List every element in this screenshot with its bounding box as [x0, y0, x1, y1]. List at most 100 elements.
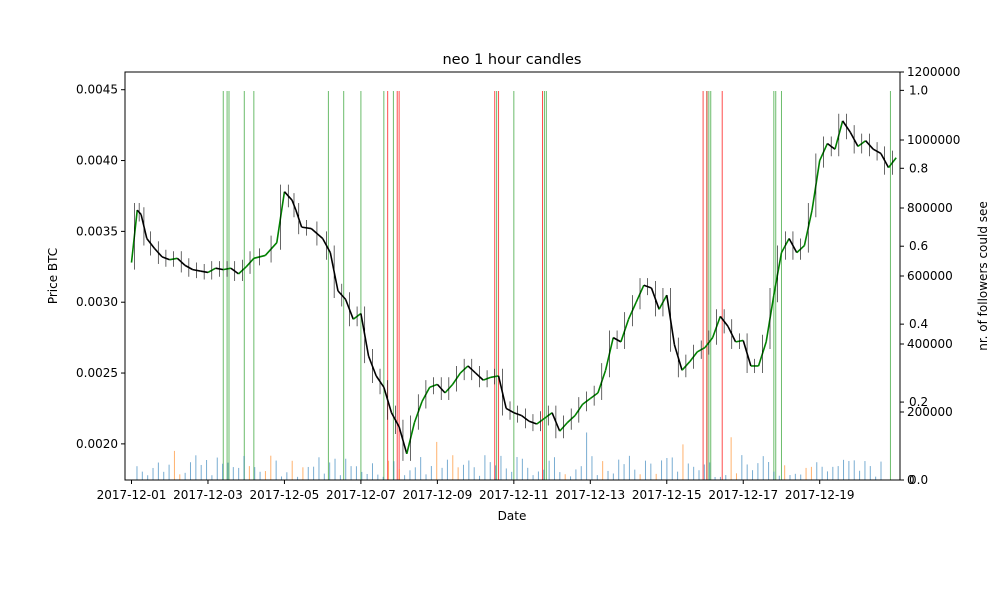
- volume-bar: [462, 464, 464, 480]
- volume-bar: [350, 466, 352, 480]
- volume-bar: [446, 459, 448, 480]
- volume-bar: [184, 472, 186, 480]
- volume-bar: [543, 469, 545, 480]
- y-tick-label: 0.0025: [76, 366, 118, 380]
- volume-bar: [570, 476, 572, 480]
- volume-bar: [152, 467, 154, 480]
- volume-bar: [612, 473, 614, 480]
- x-axis-label: Date: [498, 509, 527, 523]
- volume-bar: [607, 470, 609, 480]
- volume-bar: [875, 476, 877, 480]
- y-tick-label: 0.0030: [76, 295, 118, 309]
- volume-bar: [420, 457, 422, 480]
- volume-bar: [195, 455, 197, 480]
- volume-bar: [388, 460, 390, 480]
- volume-bar: [778, 475, 780, 480]
- y-axis-ticks: 0.0020 0.0025 0.0030 0.0035 0.0040 0.0045: [76, 83, 125, 451]
- volume-bar: [254, 467, 256, 480]
- volume-bar: [200, 464, 202, 480]
- volume-bar: [832, 466, 834, 480]
- volume-bar: [259, 471, 261, 480]
- volume-bar: [553, 457, 555, 480]
- volume-bar: [452, 455, 454, 480]
- volume-bar: [773, 471, 775, 480]
- volume-bar: [168, 464, 170, 480]
- volume-bar: [409, 470, 411, 480]
- x-tick-label: 2017-12-07: [326, 488, 396, 502]
- x-tick-label: 2017-12-19: [785, 488, 855, 502]
- volume-bar: [869, 466, 871, 480]
- x-tick-label: 2017-12-03: [173, 488, 243, 502]
- y2-tick-label: 1200000: [907, 65, 960, 79]
- volume-bar: [516, 457, 518, 480]
- volume-bar: [398, 469, 400, 480]
- y3-tick-label: 1.0: [909, 83, 928, 97]
- volume-bar: [794, 473, 796, 480]
- volume-bar: [634, 469, 636, 480]
- volume-bar: [837, 466, 839, 480]
- volume-bar: [302, 467, 304, 480]
- x-tick-label: 2017-12-11: [479, 488, 549, 502]
- volume-bar: [355, 466, 357, 480]
- y2-tick-label: 400000: [907, 337, 953, 351]
- y-tick-label: 0.0020: [76, 437, 118, 451]
- y2-axis-ticks: 0 200000 400000 600000 800000 1000000 1200000 0…: [900, 65, 960, 487]
- x-tick-label: 2017-12-05: [250, 488, 320, 502]
- volume-bar: [725, 475, 727, 480]
- volume-bar: [880, 461, 882, 480]
- volume-bar: [816, 462, 818, 480]
- volume-bar: [511, 471, 513, 480]
- volume-bar: [719, 476, 721, 480]
- volume-bar: [661, 460, 663, 480]
- volume-bar: [859, 470, 861, 480]
- volume-bar: [436, 441, 438, 480]
- volume-bar: [473, 467, 475, 480]
- volume-bar: [366, 473, 368, 480]
- volume-bar: [275, 460, 277, 480]
- volume-bar: [693, 466, 695, 480]
- volume-bar: [671, 457, 673, 480]
- y2-tick-label: 600000: [907, 269, 953, 283]
- volume-bar: [393, 461, 395, 480]
- volume-bar: [414, 467, 416, 480]
- volume-bar: [425, 474, 427, 480]
- volume-bar: [173, 450, 175, 480]
- volume-bar: [371, 463, 373, 480]
- volume-bar: [752, 470, 754, 480]
- y-axis-label: Price BTC: [46, 248, 60, 304]
- y2-tick-label: 1000000: [907, 133, 960, 147]
- volume-bar: [500, 455, 502, 480]
- volume-bar: [532, 475, 534, 480]
- volume-bar: [339, 475, 341, 480]
- volume-bar: [227, 462, 229, 480]
- volume-bar: [468, 460, 470, 480]
- volume-bar: [382, 476, 384, 480]
- volume-bar: [602, 461, 604, 480]
- volume-bar: [264, 471, 266, 480]
- volume-bar: [821, 466, 823, 480]
- volume-bar: [682, 444, 684, 480]
- volume-bar: [687, 463, 689, 480]
- volume-bar: [291, 460, 293, 480]
- volume-bar: [730, 437, 732, 480]
- volume-bar: [548, 460, 550, 480]
- volume-bar: [377, 474, 379, 480]
- volume-bar: [848, 460, 850, 480]
- volume-bar: [864, 461, 866, 480]
- y3-tick-label: 0.4: [909, 317, 928, 331]
- volume-bar: [843, 459, 845, 480]
- volume-bar: [639, 474, 641, 480]
- volume-bar: [826, 471, 828, 480]
- volume-bar: [307, 466, 309, 480]
- volume-bar: [746, 464, 748, 480]
- volume-bar: [537, 471, 539, 480]
- volume-bar: [762, 456, 764, 480]
- volume-bar: [709, 462, 711, 480]
- volume-bar: [650, 463, 652, 480]
- volume-bar: [489, 462, 491, 480]
- chart-title: neo 1 hour candles: [442, 52, 581, 68]
- volume-bars-layer: [136, 432, 882, 480]
- volume-bar: [216, 457, 218, 480]
- y-tick-label: 0.0040: [76, 154, 118, 168]
